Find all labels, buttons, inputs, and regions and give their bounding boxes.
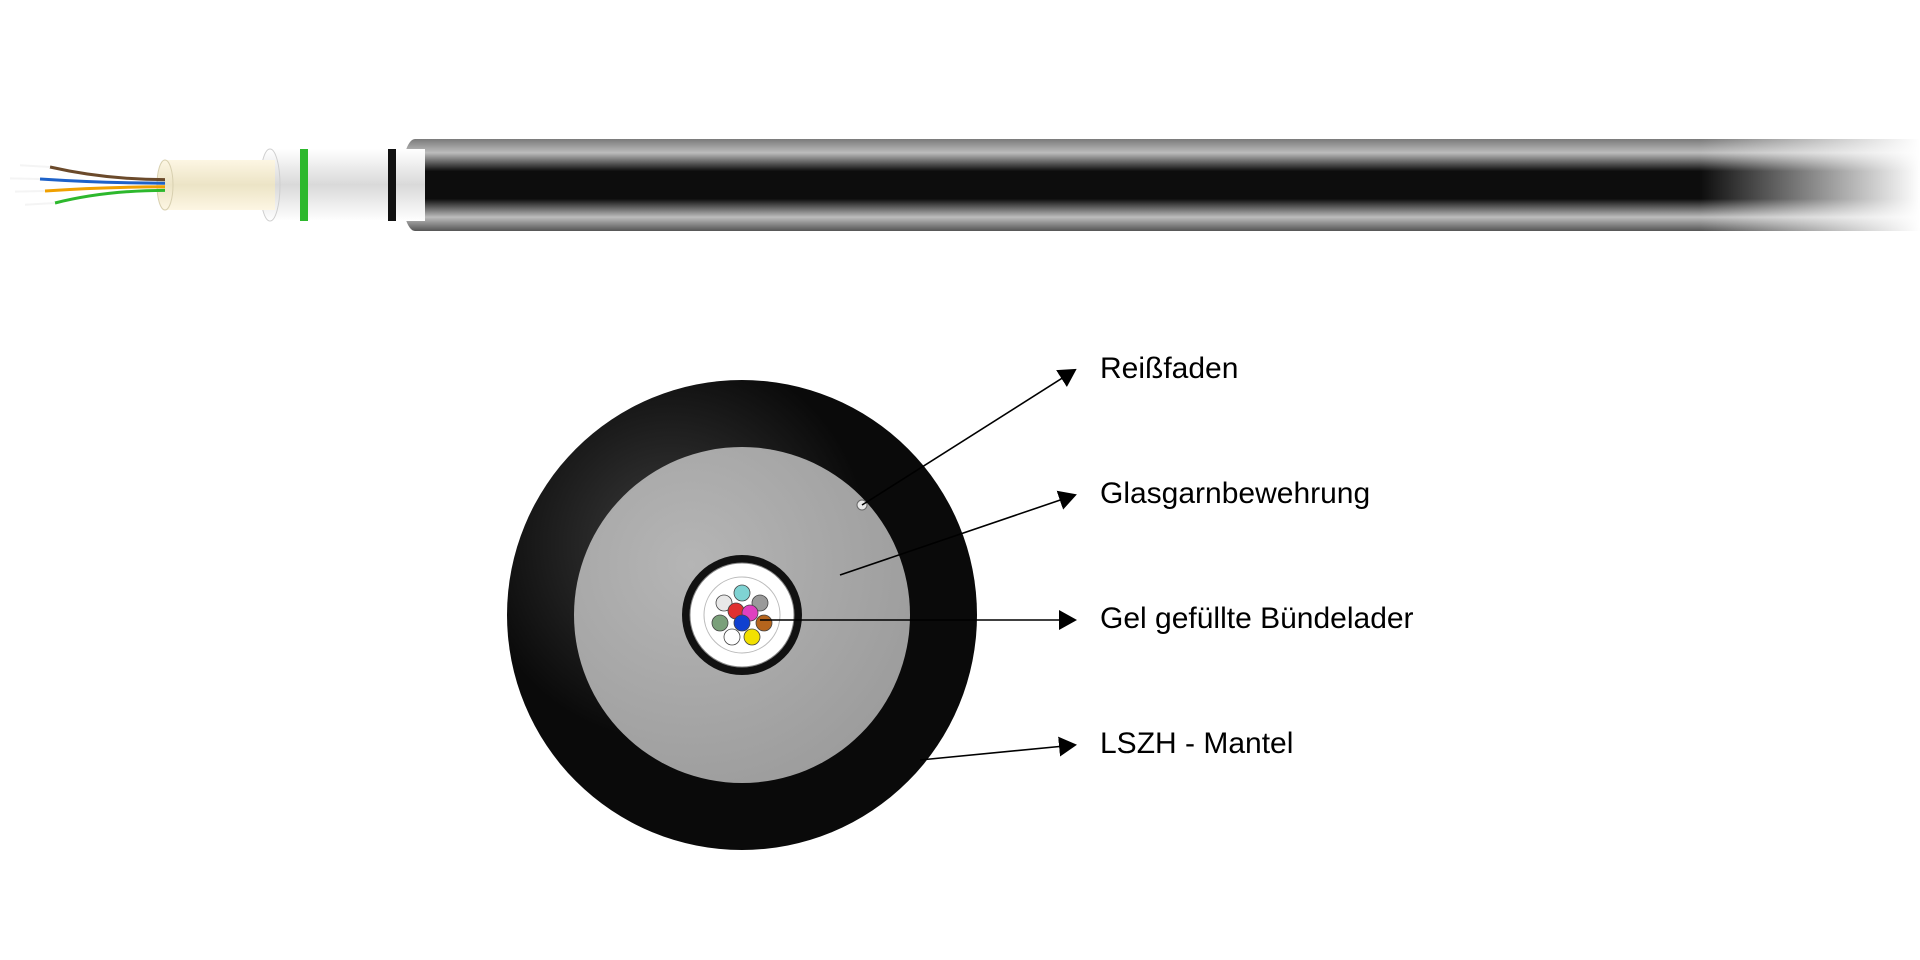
diagram-label: Glasgarnbewehrung — [1100, 477, 1370, 510]
diagram-label: Gel gefüllte Bündelader — [1100, 602, 1414, 635]
jacket-side — [415, 139, 1920, 231]
diagram-label: LSZH - Mantel — [1100, 727, 1293, 760]
fiber-dot — [712, 615, 728, 631]
cable-diagram: Reißfaden Glasgarnbewehrung Gel gefüllte B… — [0, 0, 1920, 960]
fiber-dot — [724, 629, 740, 645]
diagram-label: Reißfaden — [1100, 352, 1238, 385]
leader-line — [920, 745, 1075, 760]
core-side — [165, 160, 275, 210]
fiber-strand — [50, 167, 165, 180]
fiber-dot — [734, 615, 750, 631]
fiber-dot — [744, 629, 760, 645]
inner-wrap-side — [270, 149, 425, 221]
fiber-strand — [55, 190, 165, 203]
leader-line — [870, 370, 1075, 500]
fiber-dot — [756, 615, 772, 631]
fiber-dot — [734, 585, 750, 601]
